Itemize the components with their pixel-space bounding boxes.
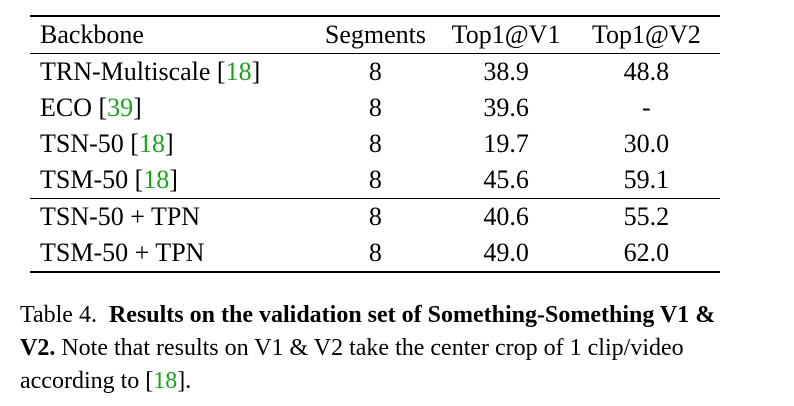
cell-top1-v1: 38.9 [483, 57, 529, 86]
cell-top1-v2: - [642, 93, 651, 122]
table-row: TSN-50 [18] 8 19.7 30.0 [30, 126, 720, 162]
results-table-container: Backbone Segments Top1@V1 Top1@V2 TRN-Mu… [30, 15, 720, 273]
table-row: TSN-50 + TPN 8 40.6 55.2 [30, 198, 720, 235]
cell-top1-v1: 39.6 [483, 93, 529, 122]
table-row: TRN-Multiscale [18] 8 38.9 48.8 [30, 54, 720, 91]
citation-link[interactable]: 18 [225, 57, 252, 86]
caption-title: Results on the validation set of Somethi… [20, 302, 716, 361]
citation-link[interactable]: 18 [143, 165, 170, 194]
cell-top1-v1: 40.6 [439, 198, 573, 235]
cell-backbone: TSN-50 [18] [40, 129, 174, 158]
table-row: ECO [39] 8 39.6 - [30, 90, 720, 126]
citation-link[interactable]: 18 [138, 129, 165, 158]
cell-top1-v2-best: 62.0 [572, 235, 720, 273]
cell-backbone: ECO [39] [40, 93, 142, 122]
cell-backbone: TSM-50 [18] [40, 165, 178, 194]
cell-segments: 8 [311, 198, 440, 235]
cell-top1-v1: 45.6 [483, 165, 529, 194]
header-top1-v1: Top1@V1 [439, 15, 573, 54]
cell-segments: 8 [368, 93, 382, 122]
backbone-name: TSM-50 [40, 165, 129, 194]
cell-segments: 8 [368, 129, 382, 158]
cell-top1-v2: 59.1 [623, 165, 670, 194]
cell-backbone: TSM-50 + TPN [30, 235, 312, 273]
table-row: TSM-50 + TPN 8 49.0 62.0 [30, 235, 720, 273]
cell-top1-v1: 19.7 [483, 129, 529, 158]
cell-backbone: TRN-Multiscale [18] [40, 57, 261, 86]
header-segments: Segments [311, 15, 440, 54]
header-top1-v2: Top1@V2 [572, 15, 720, 54]
results-table: Backbone Segments Top1@V1 Top1@V2 TRN-Mu… [30, 15, 720, 273]
cell-backbone: TSN-50 + TPN [30, 198, 312, 235]
cell-top1-v2: 30.0 [623, 129, 670, 158]
table-header-row: Backbone Segments Top1@V1 Top1@V2 [30, 15, 720, 54]
caption-label: Table 4. [20, 302, 97, 328]
backbone-name: TSN-50 [40, 129, 124, 158]
header-backbone: Backbone [30, 15, 312, 54]
cell-top1-v2: 48.8 [623, 57, 670, 86]
citation-link[interactable]: 39 [107, 93, 134, 122]
table-caption: Table 4. Results on the validation set o… [20, 302, 716, 394]
cell-top1-v1-best: 49.0 [439, 235, 573, 273]
backbone-name: ECO [40, 93, 92, 122]
cell-segments: 8 [311, 235, 440, 273]
caption-end: . [185, 368, 192, 394]
citation-link[interactable]: 18 [153, 368, 178, 394]
table-row: TSM-50 [18] 8 45.6 59.1 [30, 162, 720, 199]
cell-segments: 8 [368, 57, 382, 86]
caption-text: Note that results on V1 & V2 take the ce… [20, 335, 684, 394]
backbone-name: TRN-Multiscale [40, 57, 211, 86]
cell-top1-v2: 55.2 [572, 198, 720, 235]
cell-segments: 8 [368, 165, 382, 194]
